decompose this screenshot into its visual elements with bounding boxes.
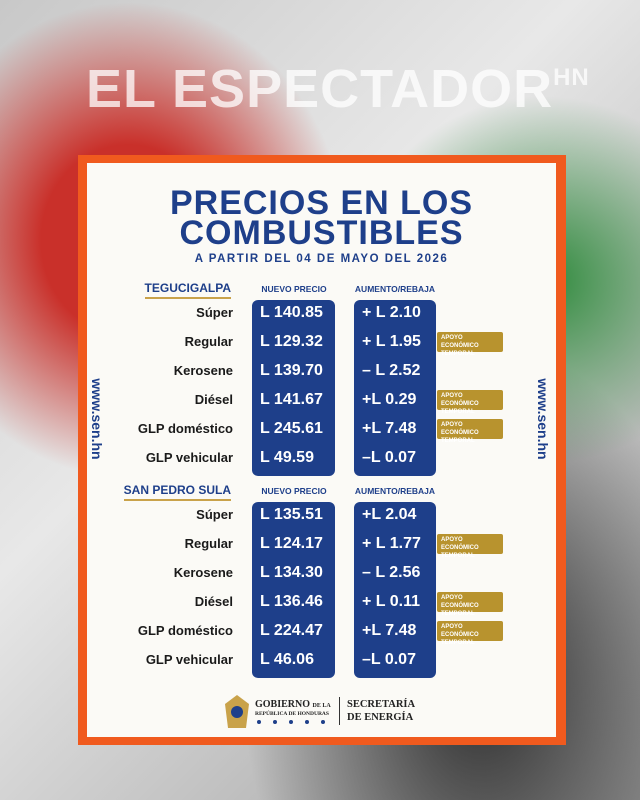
emblem — [225, 695, 249, 728]
note-badge: APOYO ECONÓMICO TEMPORAL — [437, 534, 503, 559]
divider — [339, 697, 340, 725]
price: L 49.59 — [260, 449, 314, 466]
price-box — [252, 502, 335, 678]
change: +L 0.29 — [362, 391, 417, 408]
price: L 140.85 — [260, 304, 323, 321]
change: + L 1.77 — [362, 535, 421, 552]
change: –L 0.07 — [362, 651, 416, 668]
fuel-name: Diésel — [194, 392, 233, 407]
brand: EL ESPECTADORHN — [86, 58, 590, 120]
fuel-name: Súper — [196, 305, 233, 320]
gov-main: GOBIERNO — [255, 699, 311, 710]
fuel-name: Regular — [184, 334, 233, 349]
title: COMBUSTIBLES — [179, 214, 464, 252]
change: – L 2.56 — [362, 564, 421, 581]
change: –L 0.07 — [362, 449, 416, 466]
price-box — [252, 300, 335, 476]
fuel-name: Diésel — [194, 594, 233, 609]
change: + L 2.10 — [362, 304, 421, 321]
column-header: AUMENTO/REBAJA — [354, 486, 436, 496]
price: L 136.46 — [260, 593, 323, 610]
price: L 124.17 — [260, 535, 323, 552]
fuel-name: GLP vehicular — [145, 450, 233, 465]
brand-suffix: HN — [553, 64, 590, 91]
city-label: TEGUCIGALPA — [144, 281, 231, 299]
brand-name: EL ESPECTADOR — [86, 59, 554, 119]
price: L 245.61 — [260, 420, 323, 437]
gov-name: GOBIERNO DE LA — [255, 699, 331, 710]
price: L 135.51 — [260, 506, 323, 523]
gov-sub: REPÚBLICA DE HONDURAS — [255, 711, 329, 717]
change: + L 0.11 — [362, 593, 420, 610]
change-box — [354, 300, 436, 476]
change: – L 2.52 — [362, 362, 421, 379]
price: L 139.70 — [260, 362, 323, 379]
change: +L 7.48 — [362, 622, 417, 639]
column-header: AUMENTO/REBAJA — [354, 284, 436, 294]
fuel-name: Súper — [196, 507, 233, 522]
price: L 141.67 — [260, 391, 323, 408]
side-url: www.sen.hn — [535, 378, 551, 460]
ministry: SECRETARÍA — [347, 699, 416, 710]
note-badge: APOYO ECONÓMICO TEMPORAL — [437, 592, 503, 617]
fuel-name: Kerosene — [173, 363, 233, 378]
price: L 129.32 — [260, 333, 323, 350]
note-badge: APOYO ECONÓMICO TEMPORAL — [437, 419, 503, 444]
change-box — [354, 502, 436, 678]
stars — [257, 720, 325, 724]
change: + L 1.95 — [362, 333, 421, 350]
column-header: NUEVO PRECIO — [261, 284, 327, 294]
fuel-name: GLP doméstico — [137, 623, 233, 638]
title: PRECIOS EN LOS — [169, 184, 474, 222]
ministry: DE ENERGÍA — [347, 712, 414, 723]
column-header: NUEVO PRECIO — [261, 486, 327, 496]
change: +L 7.48 — [362, 420, 417, 437]
note-badge: APOYO ECONÓMICO TEMPORAL — [437, 332, 503, 357]
note-badge: APOYO ECONÓMICO TEMPORAL — [437, 621, 503, 646]
price: L 134.30 — [260, 564, 323, 581]
fuel-name: Kerosene — [173, 565, 233, 580]
price: L 224.47 — [260, 622, 323, 639]
city-label: SAN PEDRO SULA — [123, 483, 231, 501]
fuel-name: Regular — [184, 536, 233, 551]
fuel-name: GLP doméstico — [137, 421, 233, 436]
change: +L 2.04 — [362, 506, 417, 523]
fuel-name: GLP vehicular — [145, 652, 233, 667]
subtitle: A PARTIR DEL 04 DE MAYO DEL 2026 — [194, 253, 449, 265]
gov-small: DE LA — [312, 703, 331, 709]
note-badge: APOYO ECONÓMICO TEMPORAL — [437, 390, 503, 415]
price: L 46.06 — [260, 651, 314, 668]
